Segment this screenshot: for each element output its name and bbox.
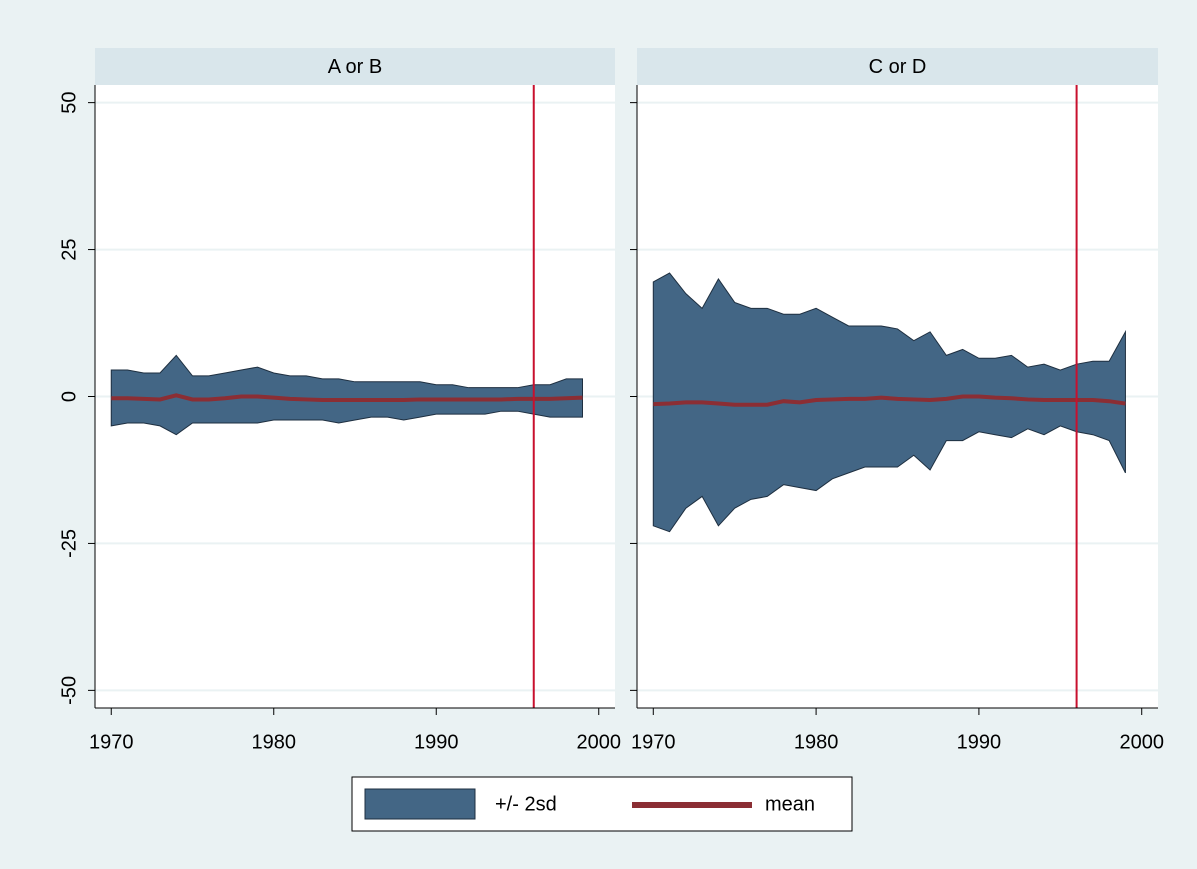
panel-title: A or B — [328, 56, 382, 78]
y-tick-label: -25 — [58, 529, 80, 558]
x-tick-label: 2000 — [1119, 731, 1164, 753]
y-tick-label: 50 — [58, 92, 80, 114]
legend-swatch — [364, 788, 476, 820]
legend-label: +/- 2sd — [495, 793, 557, 815]
panel-title: C or D — [869, 56, 927, 78]
x-tick-label: 1970 — [631, 731, 676, 753]
legend-label: mean — [765, 793, 815, 815]
x-tick-label: 2000 — [577, 731, 622, 753]
x-tick-label: 1990 — [414, 731, 459, 753]
panel-header — [95, 48, 615, 85]
x-tick-label: 1990 — [957, 731, 1002, 753]
mean-line — [111, 393, 583, 403]
mean-line — [653, 394, 1126, 407]
x-tick-label: 1980 — [794, 731, 839, 753]
panel-header — [637, 48, 1158, 85]
band-area — [110, 354, 583, 436]
y-tick-label: 0 — [58, 391, 80, 402]
x-tick-label: 1970 — [89, 731, 134, 753]
x-tick-label: 1980 — [252, 731, 297, 753]
y-tick-label: -50 — [58, 676, 80, 705]
y-tick-label: 25 — [58, 238, 80, 260]
band-area — [652, 272, 1126, 533]
